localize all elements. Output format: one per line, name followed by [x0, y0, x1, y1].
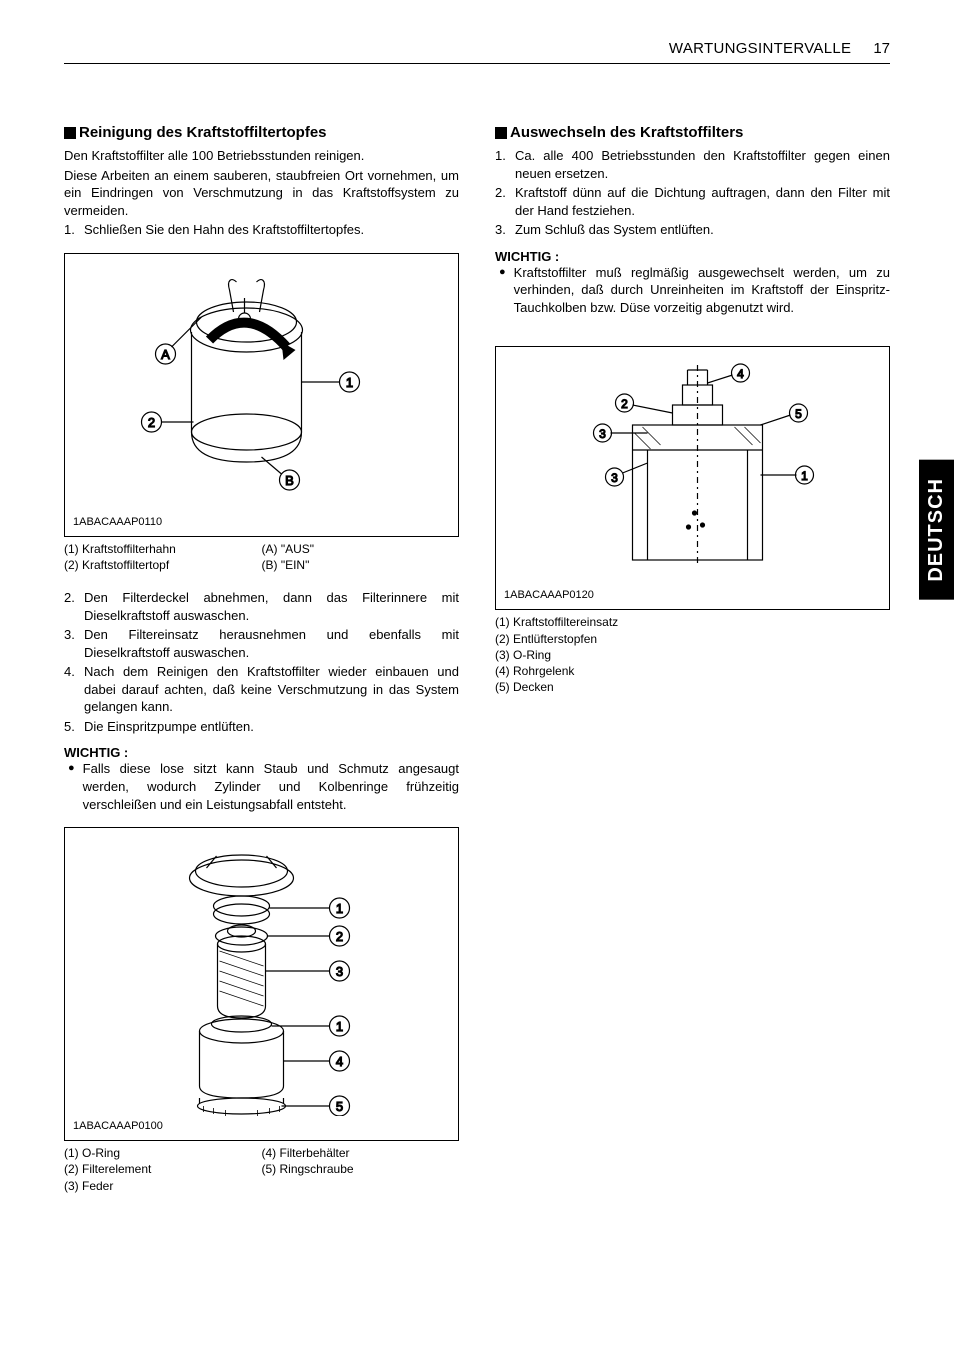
- figure-code: 1ABACAAAP0100: [73, 1120, 450, 1132]
- legend-item: (5) Ringschraube: [262, 1161, 460, 1177]
- legend-item: (3) Feder: [64, 1178, 262, 1194]
- svg-text:1: 1: [336, 901, 343, 916]
- svg-text:4: 4: [336, 1054, 343, 1069]
- figure-box: 1 2 3 1 4 5 1ABACAAAP0100: [64, 827, 459, 1141]
- important-list: Falls diese lose sitzt kann Staub und Sc…: [64, 760, 459, 813]
- legend-item: (2) Filterelement: [64, 1161, 262, 1177]
- right-column: Auswechseln des Kraftstoffilters 1.Ca. a…: [495, 124, 890, 1194]
- figure-diagram: 1 2 3 1 4 5: [73, 836, 450, 1116]
- legend-item: (1) Kraftstoffiltereinsatz: [495, 614, 890, 630]
- important-label: WICHTIG :: [64, 745, 459, 760]
- figure-legend: (1) O-Ring (2) Filterelement (3) Feder (…: [64, 1145, 459, 1194]
- step-item: 3.Den Filtereinsatz herausnehmen und ebe…: [64, 626, 459, 661]
- figure-code: 1ABACAAAP0120: [504, 589, 881, 601]
- svg-text:3: 3: [611, 471, 618, 485]
- figure-box: A 1 2 B 1ABACAAAP0110: [64, 253, 459, 537]
- section-heading-text: Reinigung des Kraftstoffiltertopfes: [79, 124, 327, 141]
- legend-item: (2) Kraftstoffiltertopf: [64, 557, 262, 573]
- svg-text:5: 5: [336, 1099, 343, 1114]
- important-item: Kraftstoffilter muß reglmäßig ausgewechs…: [495, 264, 890, 317]
- section-heading-reinigung: Reinigung des Kraftstoffiltertopfes: [64, 124, 459, 141]
- step-item: 3.Zum Schluß das System entlüften.: [495, 221, 890, 239]
- svg-text:B: B: [285, 473, 294, 488]
- legend-item: (A) "AUS": [262, 541, 460, 557]
- page-header: WARTUNGSINTERVALLE 17: [64, 40, 890, 64]
- svg-text:2: 2: [621, 397, 628, 411]
- legend-item: (3) O-Ring: [495, 647, 890, 663]
- left-column: Reinigung des Kraftstoffiltertopfes Den …: [64, 124, 459, 1194]
- legend-item: (2) Entlüfterstopfen: [495, 631, 890, 647]
- svg-text:2: 2: [148, 415, 155, 430]
- step-list: 1.Ca. alle 400 Betriebsstunden den Kraft…: [495, 147, 890, 239]
- figure-legend: (1) Kraftstoffiltereinsatz (2) Entlüfter…: [495, 614, 890, 695]
- important-label: WICHTIG :: [495, 249, 890, 264]
- section-heading-text: Auswechseln des Kraftstoffilters: [510, 124, 743, 141]
- legend-item: (4) Rohrgelenk: [495, 663, 890, 679]
- section-heading-auswechseln: Auswechseln des Kraftstoffilters: [495, 124, 890, 141]
- important-item: Falls diese lose sitzt kann Staub und Sc…: [64, 760, 459, 813]
- step-list: 2.Den Filterdeckel abnehmen, dann das Fi…: [64, 589, 459, 735]
- svg-text:3: 3: [599, 427, 606, 441]
- content-columns: Reinigung des Kraftstoffiltertopfes Den …: [64, 124, 890, 1194]
- svg-text:1: 1: [336, 1019, 343, 1034]
- header-page-number: 17: [873, 40, 890, 57]
- svg-text:4: 4: [737, 367, 744, 381]
- legend-item: (1) Kraftstoffilterhahn: [64, 541, 262, 557]
- language-tab: DEUTSCH: [919, 460, 954, 600]
- important-list: Kraftstoffilter muß reglmäßig ausgewechs…: [495, 264, 890, 317]
- svg-text:A: A: [161, 347, 170, 362]
- step-list: 1.Schließen Sie den Hahn des Kraftstoffi…: [64, 221, 459, 239]
- figure-code: 1ABACAAAP0110: [73, 516, 450, 528]
- svg-text:1: 1: [346, 375, 353, 390]
- step-item: 1.Schließen Sie den Hahn des Kraftstoffi…: [64, 221, 459, 239]
- legend-item: (1) O-Ring: [64, 1145, 262, 1161]
- paragraph: Diese Arbeiten an einem sauberen, staubf…: [64, 167, 459, 220]
- legend-item: (5) Decken: [495, 679, 890, 695]
- svg-text:2: 2: [336, 929, 343, 944]
- svg-text:5: 5: [795, 407, 802, 421]
- legend-item: (4) Filterbehälter: [262, 1145, 460, 1161]
- figure-diagram: A 1 2 B: [73, 262, 450, 512]
- step-item: 2.Kraftstoff dünn auf die Dichtung auftr…: [495, 184, 890, 219]
- step-item: 1.Ca. alle 400 Betriebsstunden den Kraft…: [495, 147, 890, 182]
- figure-box: 4 2 3 3 5 1 1ABACAAAP0120: [495, 346, 890, 610]
- step-item: 2.Den Filterdeckel abnehmen, dann das Fi…: [64, 589, 459, 624]
- figure-diagram: 4 2 3 3 5 1: [504, 355, 881, 585]
- paragraph: Den Kraftstoffilter alle 100 Betriebsstu…: [64, 147, 459, 165]
- svg-text:1: 1: [801, 469, 808, 483]
- header-title: WARTUNGSINTERVALLE: [669, 40, 851, 57]
- step-item: 4.Nach dem Reinigen den Kraftstoffilter …: [64, 663, 459, 716]
- legend-item: (B) "EIN": [262, 557, 460, 573]
- figure-legend: (1) Kraftstoffilterhahn (2) Kraftstoffil…: [64, 541, 459, 573]
- step-item: 5.Die Einspritzpumpe entlüften.: [64, 718, 459, 736]
- svg-text:3: 3: [336, 964, 343, 979]
